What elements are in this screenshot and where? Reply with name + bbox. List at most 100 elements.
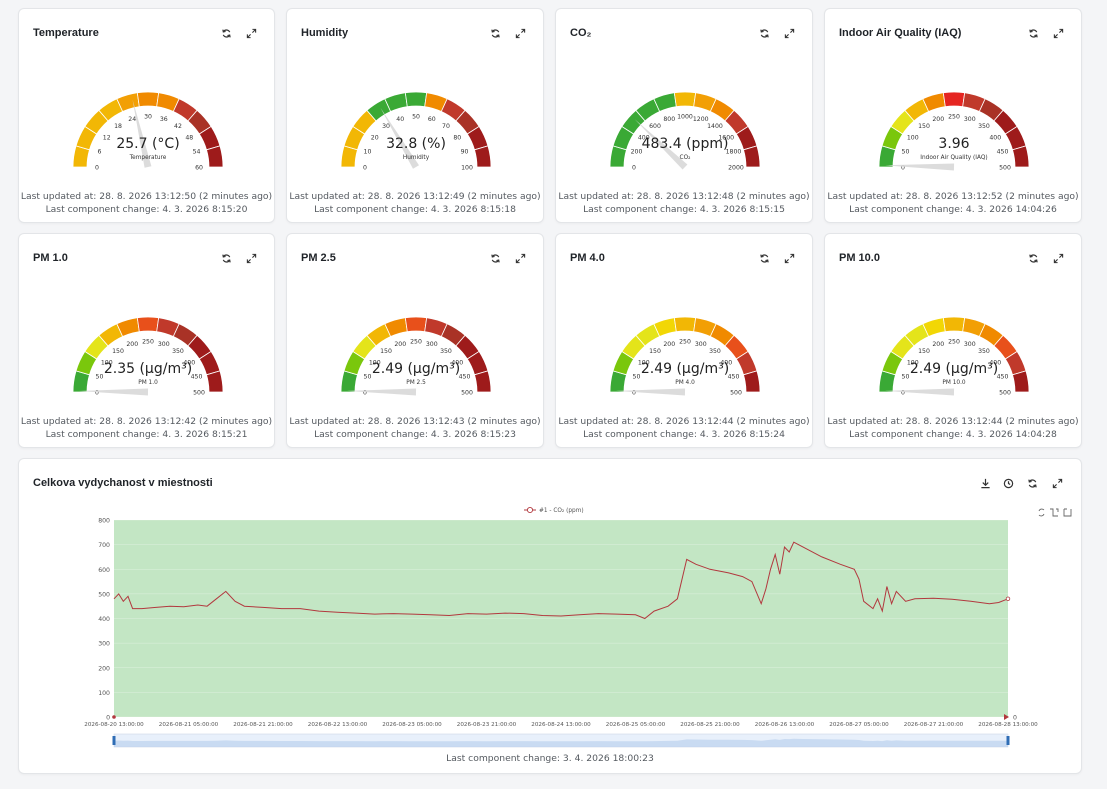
- gauge-value: 2.49 (µg/m³): [372, 361, 460, 377]
- gauge-tick-label: 200: [394, 341, 406, 348]
- gauge-needle: [132, 99, 151, 168]
- gauge-tick-label: 350: [978, 348, 990, 355]
- fullscreen-button[interactable]: [781, 25, 797, 41]
- y-tick-label: 800: [98, 518, 110, 525]
- gauge-tick-label: 300: [426, 341, 438, 348]
- zoom-reset-icon[interactable]: [1038, 508, 1045, 517]
- gauge-band: [205, 370, 223, 393]
- gauge-needle: [78, 388, 148, 396]
- y-tick-label: 300: [98, 641, 110, 648]
- gauge-card-indoor-air-quality-iaq: Indoor Air Quality (IAQ) Last updated at…: [824, 8, 1082, 223]
- gauge-tick-label: 1400: [707, 123, 723, 130]
- expand-icon: [246, 253, 256, 263]
- gauge-card-pm-10-0: PM 10.0 Last updated at: 28. 8. 2026 13:…: [824, 233, 1082, 448]
- gauge-tick-label: 0: [95, 165, 99, 172]
- gauge-tick-label: 42: [174, 123, 182, 130]
- gauge-tick-label: 18: [114, 123, 122, 130]
- y-tick-label: 700: [98, 542, 110, 549]
- fullscreen-button[interactable]: [1050, 25, 1066, 41]
- refresh-button[interactable]: [218, 250, 234, 266]
- gauge-tick-label: 0: [363, 390, 367, 397]
- refresh-icon: [1028, 253, 1038, 263]
- gauge-title: Humidity: [301, 27, 349, 39]
- expand-icon: [1053, 28, 1063, 38]
- last-updated-text: Last updated at: 28. 8. 2026 13:12:50 (2…: [20, 191, 273, 202]
- history-button[interactable]: [1000, 475, 1016, 491]
- gauge-tick-label: 400: [451, 360, 463, 367]
- last-change-text: Last component change: 4. 3. 2026 8:15:2…: [583, 429, 785, 440]
- last-updated-text: Last updated at: 28. 8. 2026 13:12:44 (2…: [827, 416, 1079, 427]
- gauge-tick-label: 50: [633, 374, 641, 381]
- download-icon: [980, 478, 990, 488]
- fullscreen-button[interactable]: [243, 250, 259, 266]
- refresh-icon: [221, 253, 231, 263]
- gauge-tick-label: 54: [192, 149, 200, 156]
- gauge-tick-label: 0: [632, 390, 636, 397]
- zoom-back-icon[interactable]: [1063, 508, 1072, 517]
- zoom-handle-left[interactable]: [112, 736, 116, 745]
- refresh-icon: [759, 253, 769, 263]
- refresh-button[interactable]: [487, 25, 503, 41]
- zoom-handle-right[interactable]: [1006, 736, 1010, 745]
- gauge-tick-label: 90: [461, 149, 469, 156]
- gauge-tick-label: 40: [396, 116, 404, 123]
- gauge-tick-label: 250: [948, 114, 960, 121]
- gauge-value: 3.96: [938, 136, 969, 152]
- gauge-tick-label: 150: [380, 348, 392, 355]
- gauge-tick-label: 20: [371, 135, 379, 142]
- last-change-text: Last component change: 4. 3. 2026 8:15:2…: [45, 429, 248, 440]
- refresh-button[interactable]: [756, 250, 772, 266]
- legend-marker: [526, 506, 534, 514]
- gauge-tick-label: 500: [999, 390, 1011, 397]
- fullscreen-button[interactable]: [512, 25, 528, 41]
- gauge-name: PM 2.5: [406, 380, 426, 386]
- refresh-button[interactable]: [1025, 250, 1041, 266]
- gauge-tick-label: 50: [95, 374, 103, 381]
- right-axis-label: 0: [1013, 715, 1017, 722]
- fullscreen-button[interactable]: [512, 250, 528, 266]
- zoom-area-icon[interactable]: [1050, 508, 1059, 517]
- gauge-card-co: CO₂ Last updated at: 28. 8. 2026 13:12:4…: [555, 8, 813, 223]
- x-tick-label: 2026-08-22 13:00:00: [308, 722, 368, 728]
- x-tick-label: 2026-08-23 05:00:00: [382, 722, 442, 728]
- gauge-tick-label: 0: [632, 165, 636, 172]
- gauge-tick-label: 24: [128, 116, 136, 123]
- x-tick-label: 2026-08-20 13:00:00: [84, 722, 144, 728]
- expand-icon: [1052, 478, 1062, 488]
- fullscreen-button[interactable]: [1050, 250, 1066, 266]
- download-button[interactable]: [977, 475, 993, 491]
- chart-card: Celkova vydychanost v miestnosti 0 100 200…: [18, 458, 1082, 774]
- gauge-band: [205, 145, 223, 168]
- gauge-tick-label: 400: [638, 135, 650, 142]
- gauge-needle: [347, 388, 417, 396]
- gauge-card-temperature: Temperature Last updated at: 28. 8. 2026…: [18, 8, 275, 223]
- refresh-button[interactable]: [1025, 25, 1041, 41]
- gauge-tick-label: 450: [459, 374, 471, 381]
- gauge-needle: [634, 119, 688, 170]
- last-change-text: Last component change: 4. 3. 2026 8:15:1…: [583, 204, 785, 215]
- axis-end-marker: [1004, 714, 1009, 720]
- gauge-tick-label: 1000: [677, 114, 693, 121]
- last-updated-text: Last updated at: 28. 8. 2026 13:12:42 (2…: [20, 416, 273, 427]
- gauge-tick-label: 100: [461, 165, 473, 172]
- gauge-tick-label: 0: [901, 390, 905, 397]
- gauge-tick-label: 36: [159, 116, 167, 123]
- x-tick-label: 2026-08-25 21:00:00: [680, 722, 740, 728]
- gauge-tick-label: 300: [964, 116, 976, 123]
- expand-icon: [1053, 253, 1063, 263]
- gauge-band: [942, 316, 966, 333]
- last-change-text: Last component change: 4. 3. 2026 8:15:1…: [314, 204, 516, 215]
- gauge-tick-label: 500: [999, 165, 1011, 172]
- gauge-tick-label: 2000: [728, 165, 744, 172]
- fullscreen-button[interactable]: [243, 25, 259, 41]
- fullscreen-button[interactable]: [1049, 475, 1065, 491]
- refresh-button[interactable]: [218, 25, 234, 41]
- gauge-tick-label: 400: [989, 135, 1001, 142]
- refresh-button[interactable]: [756, 25, 772, 41]
- gauge-value: 2.49 (µg/m³): [910, 361, 998, 377]
- fullscreen-button[interactable]: [781, 250, 797, 266]
- gauge-band: [1012, 145, 1030, 168]
- refresh-button[interactable]: [487, 250, 503, 266]
- refresh-button[interactable]: [1024, 475, 1040, 491]
